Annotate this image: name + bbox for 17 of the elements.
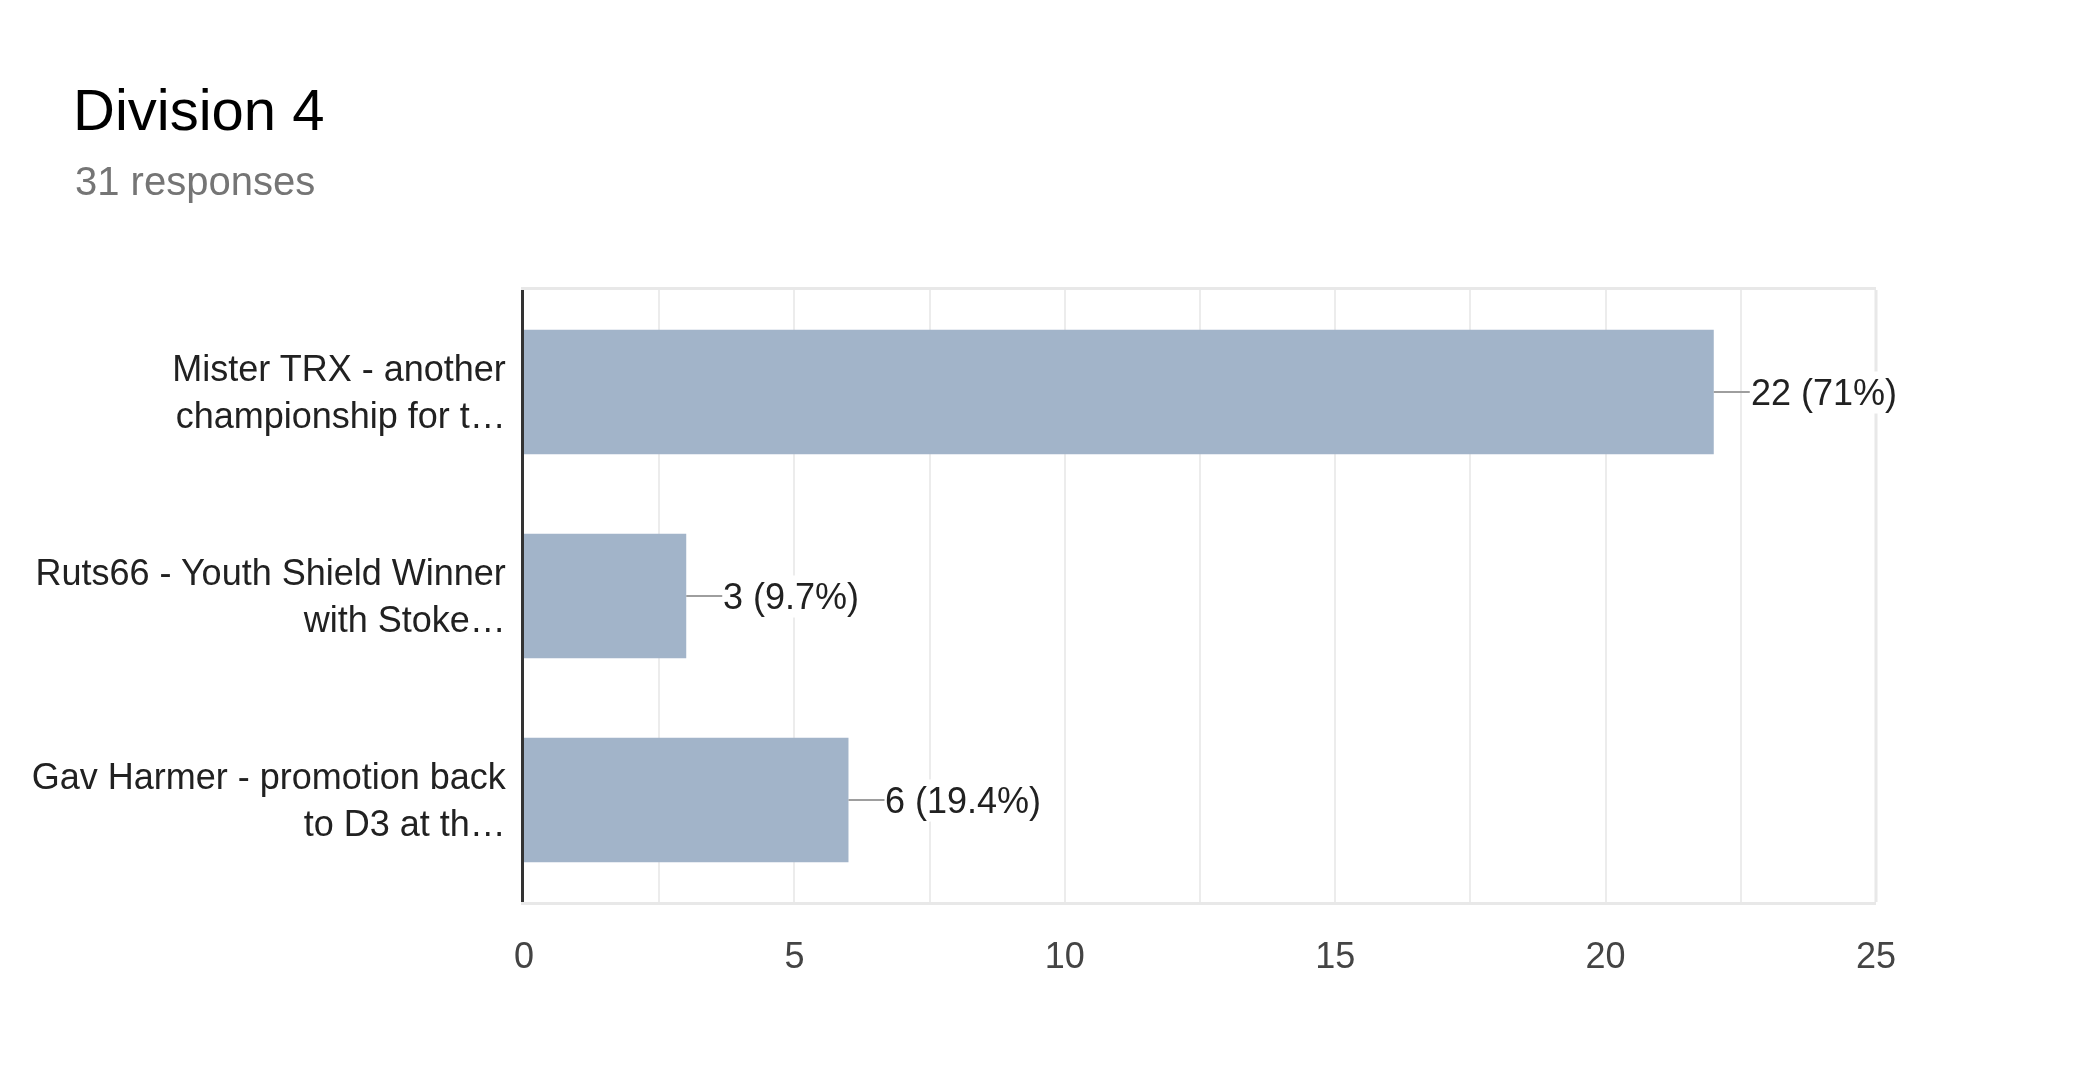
x-tick-label: 10 bbox=[1044, 935, 1085, 977]
data-label: 22 (71%) bbox=[1751, 372, 1898, 413]
data-label: 3 (9.7%) bbox=[723, 576, 860, 617]
bar bbox=[524, 533, 687, 659]
chart-title: Division 4 bbox=[73, 77, 325, 143]
data-label: 6 (19.4%) bbox=[885, 780, 1042, 821]
y-tick-label: Gav Harmer - promotion back to D3 at th… bbox=[31, 756, 507, 844]
x-tick-label: 0 bbox=[513, 935, 535, 977]
y-tick-label: Ruts66 - Youth Shield Winner with Stoke… bbox=[35, 552, 506, 640]
y-tick-label: Mister TRX - another championship for t… bbox=[172, 348, 506, 436]
x-tick-label: 15 bbox=[1315, 935, 1356, 977]
x-tick-label: 20 bbox=[1585, 935, 1626, 977]
x-tick-label: 25 bbox=[1855, 935, 1897, 977]
bar bbox=[524, 329, 1714, 455]
text: 31 responses bbox=[75, 159, 316, 203]
bar bbox=[524, 737, 849, 863]
x-tick-label: 5 bbox=[784, 935, 805, 977]
